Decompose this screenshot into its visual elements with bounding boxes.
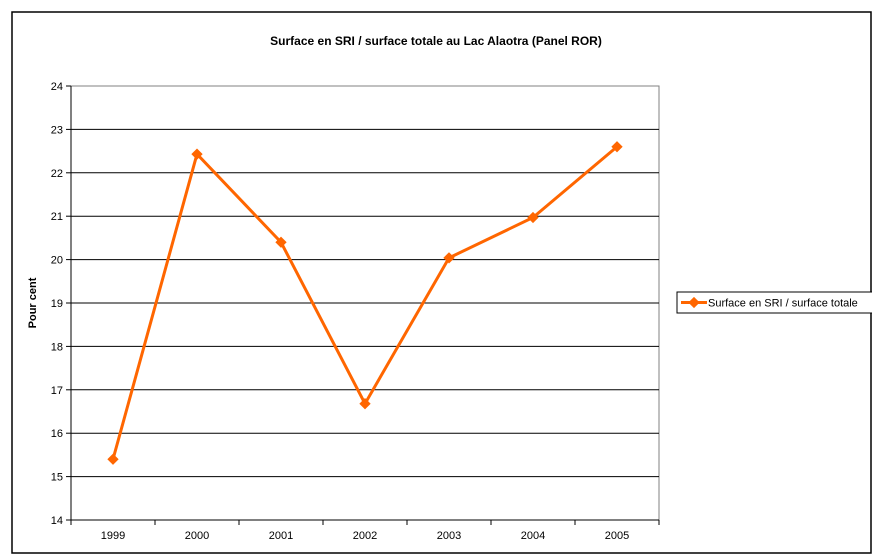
data-point-marker: [611, 141, 623, 153]
y-tick-label: 22: [51, 168, 63, 180]
y-tick-label: 14: [51, 515, 63, 527]
x-tick-label: 2002: [353, 530, 377, 542]
y-axis-label: Pour cent: [27, 277, 39, 328]
x-tick-label: 1999: [101, 530, 125, 542]
legend-diamond-marker: [688, 296, 700, 309]
x-tick-label: 2005: [605, 530, 629, 542]
data-point-marker: [275, 236, 287, 248]
x-tick-label: 2003: [437, 530, 461, 542]
data-point-marker: [191, 148, 203, 160]
x-tick-label: 2001: [269, 530, 293, 542]
y-tick-label: 18: [51, 341, 63, 353]
legend: Surface en SRI / surface totale: [676, 291, 872, 314]
y-tick-label: 24: [51, 81, 63, 93]
x-tick-label: 2004: [521, 530, 545, 542]
chart-title: Surface en SRI / surface totale au Lac A…: [270, 34, 602, 48]
x-tick-label: 2000: [185, 530, 209, 542]
legend-label: Surface en SRI / surface totale: [708, 298, 858, 310]
legend-box: [676, 291, 872, 314]
y-tick-label: 23: [51, 124, 63, 136]
y-tick-label: 20: [51, 255, 63, 267]
axes: 14 15 16 17 18 19 20 21 22 23 24 1999 2000 2001 2002 20…: [51, 81, 660, 542]
data-point-marker: [527, 211, 539, 224]
data-point-marker: [443, 252, 455, 264]
y-tick-label: 21: [51, 211, 63, 223]
y-tick-label: 16: [51, 428, 63, 440]
y-tick-label: 15: [51, 472, 63, 484]
data-point-marker: [359, 398, 371, 410]
y-tick-label: 17: [51, 385, 63, 397]
y-tick-label: 19: [51, 298, 63, 310]
